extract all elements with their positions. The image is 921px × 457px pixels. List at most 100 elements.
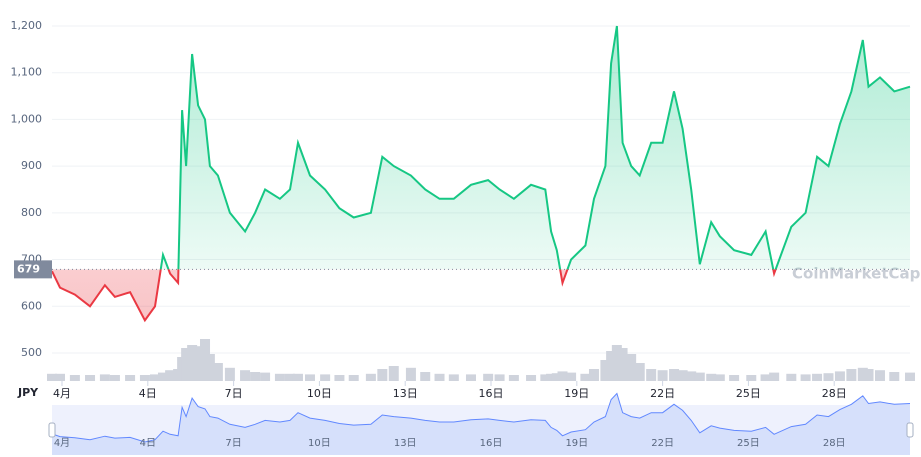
volume-bar: [626, 354, 637, 381]
y-tick-label: 1,100: [11, 66, 43, 79]
volume-bar: [508, 375, 519, 381]
volume-bar: [617, 348, 628, 381]
volume-bar: [377, 369, 388, 381]
volume-bar: [434, 373, 445, 381]
volume-bar: [448, 374, 459, 381]
navigator-tick-label: 25日: [737, 438, 760, 449]
volume-bar: [611, 345, 622, 381]
volume-bar: [669, 369, 680, 381]
volume-bar: [760, 374, 771, 381]
baseline-label: 679: [17, 262, 40, 275]
navigator-tick-label: 4日: [140, 438, 156, 449]
volume-bar: [284, 373, 295, 381]
volume-bar: [657, 370, 668, 381]
volume-bar: [686, 371, 697, 381]
x-tick-label: 7日: [225, 387, 243, 400]
navigator-handle[interactable]: [48, 422, 56, 438]
volume-bar: [494, 374, 505, 381]
volume-bar: [746, 375, 757, 381]
volume-bar: [320, 374, 331, 381]
volume-bar: [99, 374, 110, 381]
volume-bar: [846, 369, 857, 381]
navigator-tick-label: 7日: [225, 438, 241, 449]
navigator-tick-label: 22日: [651, 438, 674, 449]
volume-bar: [193, 346, 204, 381]
x-tick-label: 13日: [393, 387, 418, 400]
volume-bar: [905, 372, 915, 381]
x-tick-label: 4月: [53, 387, 71, 400]
navigator-tick-label: 28日: [823, 438, 846, 449]
volume-bar: [85, 375, 96, 381]
volume-bar: [600, 360, 611, 381]
volume-bar: [566, 372, 577, 381]
volume-bar: [694, 372, 705, 381]
volume-bar: [212, 363, 223, 381]
volume-bar: [465, 374, 476, 381]
volume-bar: [786, 373, 797, 381]
volume-bar: [165, 370, 176, 381]
volume-bar: [292, 373, 303, 381]
volume-bar: [250, 372, 261, 381]
volume-bar: [109, 375, 120, 381]
volume-bar: [405, 367, 416, 381]
volume-bar: [47, 373, 57, 381]
x-tick-label: 28日: [822, 387, 847, 400]
navigator-area: [52, 393, 910, 455]
volume-bar: [706, 373, 717, 381]
volume-bar: [334, 375, 345, 381]
volume-bar: [812, 373, 823, 381]
volume-bar: [606, 351, 617, 381]
navigator-tick-label: 4月: [54, 437, 70, 449]
volume-bar: [139, 375, 150, 381]
volume-bar: [187, 345, 198, 381]
volume-bar: [800, 374, 811, 381]
volume-bar: [365, 373, 376, 381]
volume-bar: [580, 373, 591, 381]
volume-bar: [240, 370, 251, 381]
x-tick-label: 22日: [650, 387, 675, 400]
volume-bar: [540, 374, 551, 381]
baseline-tag: [14, 260, 52, 279]
x-tick-label: 10日: [307, 387, 332, 400]
area-down: [52, 269, 776, 321]
y-tick-label: 500: [21, 346, 42, 359]
navigator-line: [51, 392, 911, 443]
y-tick-label: 900: [21, 159, 42, 172]
volume-bar: [588, 369, 599, 381]
x-tick-label: 4日: [139, 387, 157, 400]
volume-bar: [526, 375, 537, 381]
price-line-up: [159, 25, 911, 270]
volume-bar: [55, 373, 66, 381]
volume-bar: [483, 373, 494, 381]
x-tick-label: 16日: [479, 387, 504, 400]
volume-bar: [69, 375, 80, 381]
volume-bar: [823, 373, 834, 381]
x-tick-label: 19日: [564, 387, 589, 400]
volume-bar: [863, 369, 874, 381]
volume-bar: [181, 348, 192, 381]
volume-bar: [304, 374, 315, 381]
volume-bar: [557, 371, 568, 381]
volume-bar: [157, 372, 168, 381]
volume-bar: [834, 371, 845, 381]
volume-bar: [224, 367, 235, 381]
volume-bar: [857, 367, 868, 381]
volume-bar: [274, 373, 285, 381]
x-tick-label: 25日: [736, 387, 761, 400]
volume-bar: [769, 372, 780, 381]
volume-bar: [634, 363, 645, 381]
volume-bar: [420, 372, 431, 381]
volume-bar: [149, 374, 160, 381]
navigator-tick-label: 10日: [308, 438, 331, 449]
navigator-handle[interactable]: [906, 422, 914, 438]
volume-bar: [874, 370, 885, 381]
volume-bar: [260, 372, 271, 381]
volume-bar: [889, 372, 900, 381]
volume-bar: [714, 374, 725, 381]
navigator-tick-label: 19日: [565, 438, 588, 449]
y-tick-label: 1,000: [11, 112, 43, 125]
y-tick-label: 800: [21, 206, 42, 219]
navigator-tick-label: 16日: [480, 438, 503, 449]
volume-bar: [388, 366, 399, 381]
